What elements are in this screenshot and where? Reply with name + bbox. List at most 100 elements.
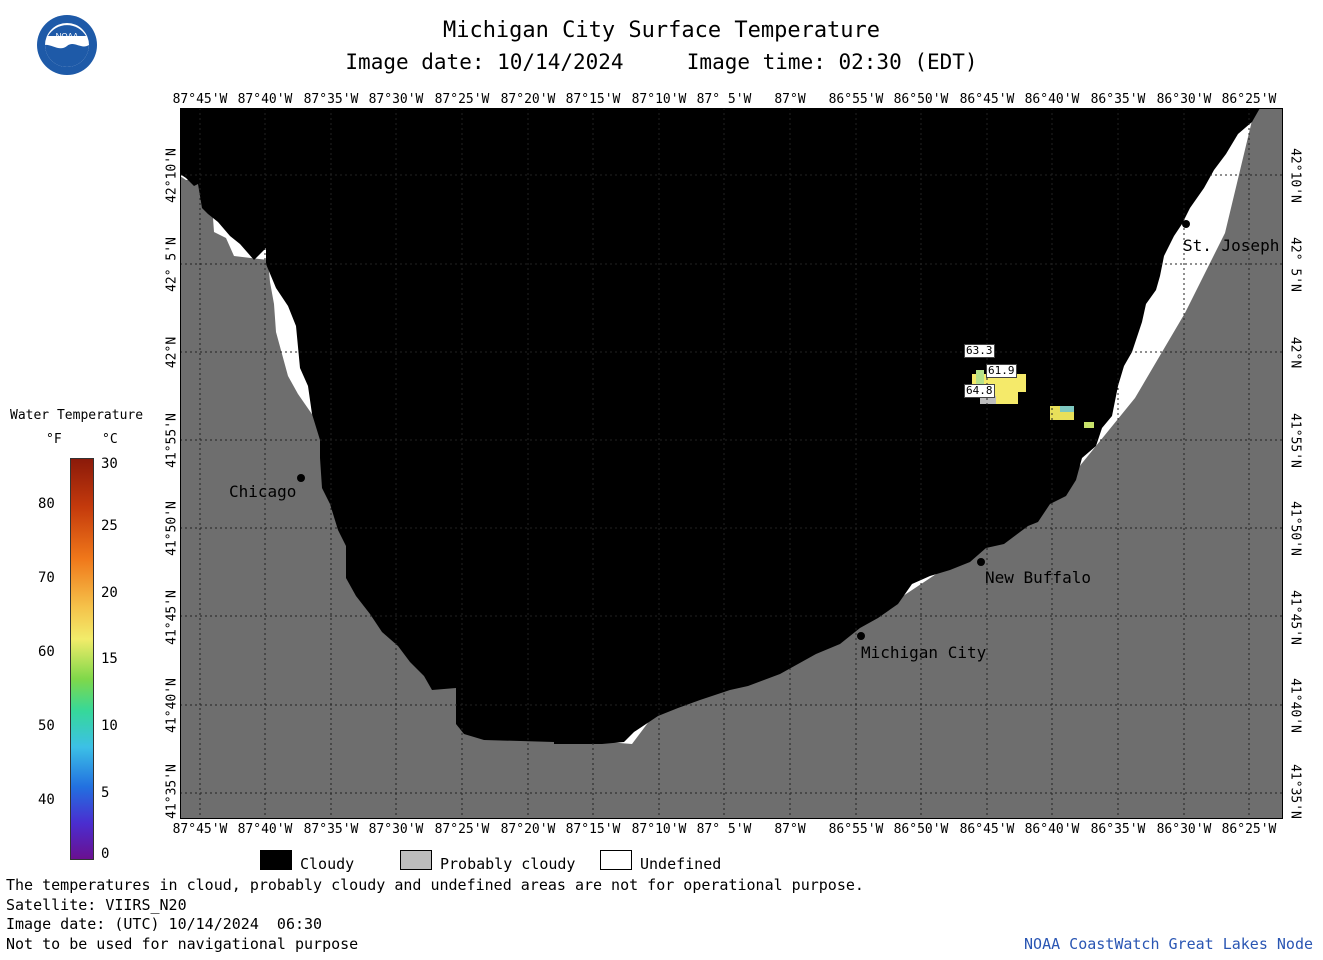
temp-pixels-shore [1084, 422, 1094, 428]
map-border [180, 108, 1283, 819]
lon-tick: 86°35'W [1090, 822, 1146, 837]
michigan-city-marker [857, 632, 865, 640]
lon-tick: 87°35'W [303, 822, 359, 837]
lat-tick: 41°40'N [1287, 678, 1303, 733]
temp-pixels-cool [976, 370, 984, 384]
logo-text: NOAA [56, 32, 79, 41]
lon-tick: 86°25'W [1221, 822, 1277, 837]
temp-label: 61.9 [986, 364, 1017, 378]
temp-pixels-warm-2 [990, 390, 1018, 404]
celsius-unit: °C [102, 432, 118, 447]
lon-tick: 87°35'W [303, 92, 359, 107]
map-panel: St. Joseph Chicago New Buffalo Michigan … [180, 108, 1283, 819]
lon-tick: 87° 5'W [696, 822, 752, 837]
satellite-info: Satellite: VIIRS_N20 [6, 896, 187, 914]
lat-tick: 41°35'N [1287, 764, 1303, 819]
c-label: 10 [101, 718, 118, 734]
lat-tick: 41°50'N [1287, 501, 1303, 556]
lon-tick: 86°45'W [959, 92, 1015, 107]
lat-tick: 42°N [1287, 336, 1303, 369]
lon-tick: 87°25'W [434, 92, 490, 107]
graticule [180, 108, 1283, 819]
city-label-new-buffalo: New Buffalo [985, 568, 1091, 587]
c-label: 20 [101, 585, 118, 601]
probably-cloudy-swatch [400, 850, 432, 870]
cloud-cover [180, 108, 1260, 744]
temp-pixels-east-2 [1060, 406, 1074, 412]
lon-tick: 87°25'W [434, 822, 490, 837]
lat-tick: 41°55'N [164, 413, 180, 468]
lon-tick: 87°45'W [172, 822, 228, 837]
lat-tick: 42°10'N [164, 148, 180, 203]
lat-tick: 41°55'N [1287, 413, 1303, 468]
lat-tick: 42°10'N [1287, 148, 1303, 203]
lon-tick: 87°15'W [565, 822, 621, 837]
utc-date: Image date: (UTC) 10/14/2024 06:30 [6, 915, 323, 933]
color-scale-bar [70, 458, 94, 860]
city-label-michigan-city: Michigan City [861, 643, 987, 662]
undefined-label: Undefined [640, 855, 722, 873]
lon-tick: 87°20'W [500, 92, 556, 107]
lat-tick: 41°35'N [164, 764, 180, 819]
lon-tick: 87°40'W [237, 822, 293, 837]
temp-label: 63.3 [964, 344, 995, 358]
f-label: 80 [38, 496, 55, 512]
navigation-warning: Not to be used for navigational purpose [6, 935, 359, 953]
lon-tick: 86°30'W [1156, 822, 1212, 837]
lon-tick: 87°10'W [631, 92, 687, 107]
lat-tick: 41°50'N [164, 501, 180, 556]
lon-tick: 87°40'W [237, 92, 293, 107]
c-label: 0 [101, 846, 110, 862]
lon-tick: 87°20'W [500, 822, 556, 837]
lon-tick: 86°30'W [1156, 92, 1212, 107]
lon-tick: 87°30'W [368, 822, 424, 837]
lon-tick: 86°55'W [828, 92, 884, 107]
coastwatch-credit-link[interactable]: NOAA CoastWatch Great Lakes Node [1024, 935, 1313, 953]
lon-tick: 86°25'W [1221, 92, 1277, 107]
city-label-chicago: Chicago [229, 482, 297, 501]
lat-tick: 41°40'N [164, 678, 180, 733]
legend-title: Water Temperature [10, 408, 144, 423]
chicago-marker [297, 474, 305, 482]
map-title: Michigan City Surface Temperature [442, 18, 881, 43]
probably-cloudy-pixels [980, 396, 996, 404]
image-datetime: Image date: 10/14/2024 Image time: 02:30… [0, 50, 1323, 74]
lon-tick: 87°W [774, 92, 806, 107]
cloudy-label: Cloudy [300, 855, 355, 873]
lon-tick: 87°10'W [631, 822, 687, 837]
lon-tick: 87° 5'W [696, 92, 752, 107]
f-label: 40 [38, 792, 55, 808]
lat-tick: 41°45'N [1287, 590, 1303, 645]
lon-tick: 86°45'W [959, 822, 1015, 837]
lon-tick: 86°40'W [1024, 822, 1080, 837]
c-label: 5 [101, 785, 110, 801]
lon-tick: 86°50'W [893, 822, 949, 837]
lon-tick: 86°40'W [1024, 92, 1080, 107]
st-joseph-marker [1182, 220, 1190, 228]
temp-label: 64.8 [964, 384, 995, 398]
lat-tick: 42° 5'N [1287, 237, 1303, 292]
f-label: 60 [38, 644, 55, 660]
f-label: 70 [38, 570, 55, 586]
lon-tick: 86°50'W [893, 92, 949, 107]
lon-tick: 87°W [774, 822, 806, 837]
map-canvas [180, 108, 1283, 819]
city-label-st-joseph: St. Joseph [1183, 236, 1280, 255]
new-buffalo-marker [977, 558, 985, 566]
noaa-logo-icon: NOAA [37, 15, 97, 75]
image-time: Image time: 02:30 (EDT) [686, 50, 978, 74]
lat-tick: 42°N [164, 336, 180, 369]
image-date: Image date: 10/14/2024 [345, 50, 624, 74]
lon-tick: 87°45'W [172, 92, 228, 107]
f-label: 50 [38, 718, 55, 734]
lon-tick: 86°55'W [828, 822, 884, 837]
c-label: 30 [101, 456, 118, 472]
c-label: 15 [101, 651, 118, 667]
fahrenheit-unit: °F [46, 432, 62, 447]
lat-tick: 41°45'N [164, 590, 180, 645]
c-label: 25 [101, 518, 118, 534]
probably-cloudy-label: Probably cloudy [440, 855, 576, 873]
lat-tick: 42° 5'N [164, 237, 180, 292]
lon-tick: 87°30'W [368, 92, 424, 107]
cloudy-swatch [260, 850, 292, 870]
